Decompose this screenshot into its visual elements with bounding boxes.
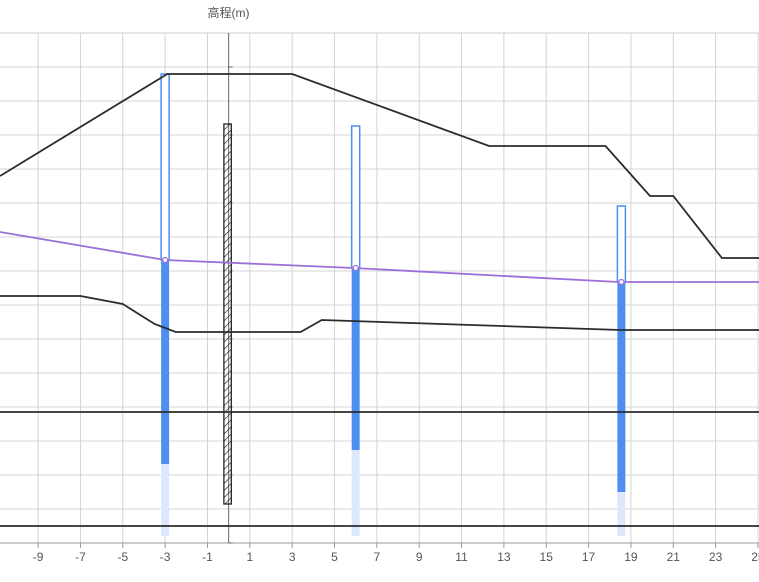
x-tick-label-16: 21: [667, 550, 681, 564]
x-tick-label-4: -3: [160, 550, 171, 564]
x-tick-label-2: -7: [75, 550, 86, 564]
borehole-1-upper: [160, 73, 170, 261]
borehole-3-water-marker: [618, 278, 625, 286]
x-tick-label-18: 25: [751, 550, 759, 564]
x-tick-label-9: 7: [374, 550, 381, 564]
x-tick-label-14: 17: [582, 550, 596, 564]
borehole-3-lower: [617, 492, 626, 536]
x-tick-label-1: -9: [33, 550, 44, 564]
x-tick-label-7: 3: [289, 550, 296, 564]
borehole-3-upper: [616, 205, 627, 283]
borehole-2-lower: [351, 450, 360, 536]
ground-surface: [0, 73, 759, 259]
x-tick-label-15: 19: [624, 550, 638, 564]
x-tick-label-10: 9: [416, 550, 423, 564]
layer-boundary-1: [0, 295, 759, 333]
x-tick-label-11: 11: [455, 550, 468, 564]
x-tick-label-5: -1: [202, 550, 213, 564]
x-tick-label-6: 1: [246, 550, 253, 564]
x-tick-label-8: 5: [331, 550, 338, 564]
borehole-2-water-marker: [352, 264, 359, 272]
borehole-1-saturated: [161, 260, 170, 464]
x-tick-label-13: 15: [540, 550, 554, 564]
x-tick-label-12: 13: [497, 550, 511, 564]
borehole-2-saturated: [351, 268, 360, 450]
borehole-1-lower: [161, 464, 170, 536]
borehole-2-upper: [350, 125, 361, 269]
water-level: [0, 231, 759, 283]
x-tick-label-17: 23: [709, 550, 723, 564]
pile: [223, 123, 232, 505]
borehole-1-water-marker: [162, 256, 169, 264]
borehole-3-saturated: [617, 282, 626, 492]
y-axis-title: 高程(m): [207, 6, 250, 20]
x-tick-label-3: -5: [117, 550, 128, 564]
